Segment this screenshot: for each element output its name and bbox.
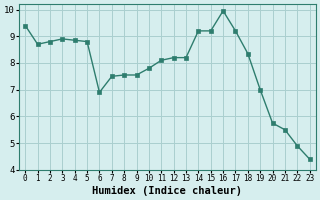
X-axis label: Humidex (Indice chaleur): Humidex (Indice chaleur)	[92, 186, 243, 196]
